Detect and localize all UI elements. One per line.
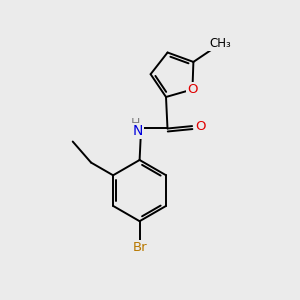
Text: CH₃: CH₃ <box>209 38 231 50</box>
Text: O: O <box>195 120 206 133</box>
Text: Br: Br <box>132 241 147 254</box>
Text: O: O <box>187 83 198 96</box>
Text: H: H <box>131 117 140 130</box>
Text: N: N <box>133 124 143 138</box>
